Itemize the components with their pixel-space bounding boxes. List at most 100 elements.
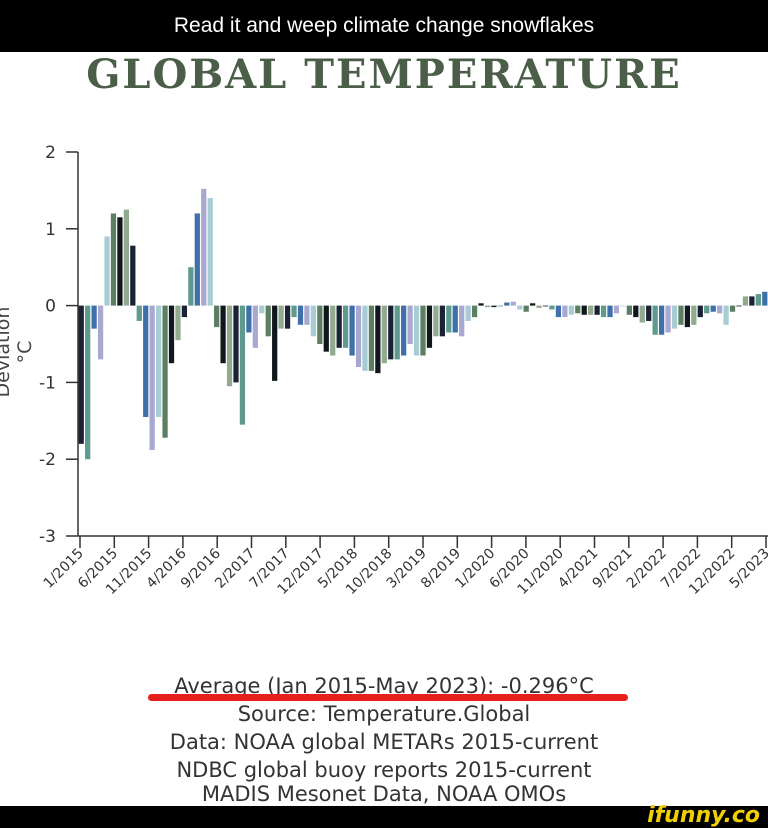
bar — [742, 296, 749, 306]
bar — [491, 305, 497, 308]
bar — [355, 305, 362, 368]
bar — [284, 305, 291, 329]
source-label: Source: Temperature.Global — [237, 702, 531, 726]
bar — [588, 305, 594, 315]
bar — [259, 305, 265, 314]
y-tick-label: -1 — [39, 373, 56, 393]
bar — [530, 303, 536, 306]
bar — [710, 305, 716, 312]
data-line-3: MADIS Mesonet Data, NOAA OMOs — [201, 782, 567, 806]
bar — [252, 305, 258, 348]
bar — [497, 305, 504, 307]
data-line-1: Data: NOAA global METARs 2015-current — [169, 730, 599, 754]
bar — [439, 305, 445, 337]
bar — [652, 305, 658, 335]
bar — [265, 305, 271, 337]
bar — [762, 291, 768, 306]
bar — [510, 301, 516, 306]
red-underline — [148, 694, 628, 701]
bar — [394, 305, 400, 360]
bar — [517, 305, 523, 310]
bar — [291, 305, 297, 318]
bar — [646, 305, 652, 321]
bar — [484, 305, 491, 308]
ifunny-logo: ifunny.co — [647, 803, 760, 828]
bar — [220, 305, 226, 364]
bar — [600, 305, 607, 318]
bar — [562, 305, 568, 318]
bar — [85, 305, 91, 460]
bar — [542, 305, 549, 307]
bar — [691, 305, 697, 325]
bar — [317, 305, 323, 344]
bar — [729, 305, 736, 312]
bar — [91, 305, 97, 329]
bar — [336, 305, 342, 348]
bar — [297, 305, 304, 325]
bar — [607, 305, 613, 318]
y-tick-label: 1 — [45, 220, 56, 240]
bar — [626, 305, 632, 315]
bar — [749, 296, 755, 306]
bar — [697, 305, 703, 318]
bar — [388, 305, 394, 360]
bar — [214, 305, 220, 328]
bar — [633, 305, 639, 318]
bar — [620, 305, 626, 307]
bar — [368, 305, 375, 371]
bar — [413, 305, 420, 356]
bar — [175, 305, 181, 341]
bar — [110, 213, 117, 306]
bar — [555, 305, 562, 318]
bar — [149, 305, 155, 450]
bar — [381, 305, 387, 364]
bar — [465, 305, 471, 321]
y-tick-label: 2 — [45, 143, 56, 163]
bar — [375, 305, 381, 374]
bar — [433, 305, 439, 337]
bar — [717, 305, 723, 314]
bar — [523, 305, 529, 312]
bar — [207, 198, 213, 306]
bar — [278, 305, 284, 329]
bar — [194, 213, 200, 306]
chart-title: GLOBAL TEMPERATURE — [86, 51, 682, 98]
bar — [362, 305, 368, 371]
bar — [304, 305, 310, 325]
bar — [97, 305, 104, 360]
bar — [401, 305, 407, 356]
bar — [78, 305, 84, 444]
bar — [130, 245, 136, 306]
bar — [246, 305, 252, 333]
bar — [233, 305, 239, 383]
bar — [723, 305, 729, 325]
bar — [446, 305, 452, 333]
bar — [581, 305, 587, 315]
bar — [104, 236, 110, 306]
bar — [168, 305, 175, 364]
bar — [684, 305, 691, 328]
bar — [226, 305, 233, 387]
bar — [426, 305, 433, 348]
bar — [310, 305, 316, 337]
bar — [143, 305, 149, 417]
bar — [704, 305, 710, 314]
y-tick-label: -2 — [39, 450, 56, 470]
bar — [639, 305, 645, 323]
data-line-2: NDBC global buoy reports 2015-current — [176, 758, 592, 782]
bar — [420, 305, 426, 356]
bar — [349, 305, 355, 356]
bar — [136, 305, 142, 321]
y-tick-label: 0 — [45, 297, 56, 317]
bar — [188, 267, 194, 306]
bar — [613, 305, 620, 314]
bar — [330, 305, 336, 356]
bar — [471, 305, 478, 318]
bar — [201, 188, 207, 306]
bar — [342, 305, 349, 348]
bar — [162, 305, 168, 438]
bar — [478, 303, 484, 306]
bar — [678, 305, 684, 325]
bar — [536, 305, 542, 308]
